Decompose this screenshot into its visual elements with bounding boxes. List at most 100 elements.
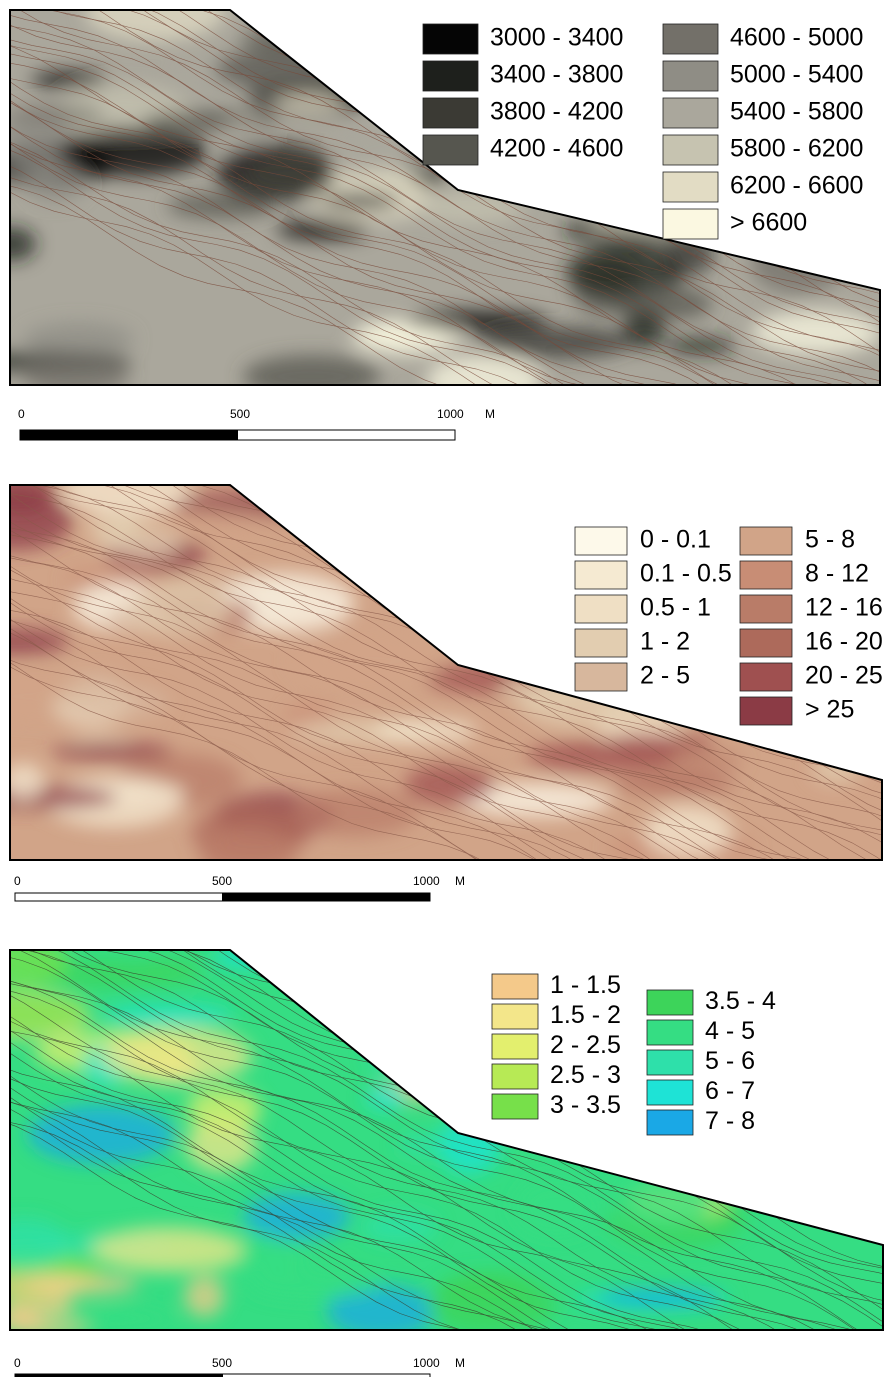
map-blob [410,1024,473,1081]
map-blob [770,1012,844,1035]
legend-swatch [492,1034,538,1059]
map-blob [290,637,443,685]
map-blob [22,352,129,397]
legend-swatch [740,527,792,555]
map-blob [751,235,846,294]
map-blob [743,1088,888,1104]
legend-label: 3800 - 4200 [490,98,623,126]
legend-swatch [575,663,627,691]
map-blob [139,960,203,983]
scale-label: 500 [212,1356,232,1370]
map-blob [275,94,344,112]
legend-swatch [492,974,538,999]
scale-bar [15,893,223,901]
map-blob [33,1310,176,1326]
legend-swatch [647,990,693,1015]
map-blob [427,1275,555,1334]
legend-swatch [492,1004,538,1029]
contour-line [744,839,888,1266]
legend-swatch [423,135,478,165]
legend-swatch [575,595,627,623]
legend-swatch [423,98,478,128]
legend-label: 0.5 - 1 [640,594,711,622]
legend-swatch [663,98,718,128]
legend-label: 5400 - 5800 [730,98,863,126]
map-blob [277,220,370,240]
map-blob [404,764,494,805]
map-blob [430,571,567,620]
map-blob [803,1161,888,1209]
legend-label: 1 - 2 [640,628,690,656]
map-blob [515,1177,598,1235]
legend-swatch [663,135,718,165]
map-blob [527,526,570,551]
contour-line [772,824,888,1249]
map-blob [411,1039,459,1084]
scale-bar [223,893,431,901]
contour-line [786,842,888,1256]
legend-label: 3400 - 3800 [490,61,623,89]
figure: 3000 - 34003400 - 38003800 - 42004200 - … [0,0,888,1377]
legend-label: 2 - 5 [640,662,690,690]
legend-label: 8 - 12 [805,560,869,588]
legend-swatch [575,561,627,589]
legend-label: 5000 - 5400 [730,61,863,89]
contour-line [758,832,888,1261]
legend-label: 4 - 5 [705,1017,755,1045]
scale-label: 500 [230,407,250,421]
map-blob [52,685,169,720]
legend-swatch [740,595,792,623]
scale-label: 0 [14,1356,21,1370]
scale-label: 500 [212,874,232,888]
legend-label: 2 - 2.5 [550,1031,621,1059]
legend-label: 20 - 25 [805,662,883,690]
map-blob [239,27,390,54]
scale-bar [238,430,456,440]
map-blob [23,323,134,357]
legend-label: > 6600 [730,209,807,237]
legend-label: 0 - 0.1 [640,526,711,554]
map-blob [355,324,448,344]
legend-swatch [575,527,627,555]
legend-swatch [647,1080,693,1105]
legend-swatch [492,1064,538,1089]
legend-swatch [647,1020,693,1045]
map-blob [830,1047,883,1070]
legend-swatch [663,172,718,202]
map-blob [789,1116,841,1153]
legend-label: 7 - 8 [705,1107,755,1135]
scale-bar [20,430,238,440]
legend-swatch [423,24,478,54]
legend-label: 4200 - 4600 [490,135,623,163]
page: {"maps": [ {"legend": [ [{"label": "3000… [0,0,888,1377]
scale-label: 1000 [413,1356,440,1370]
map-blob [559,186,610,202]
legend-label: > 25 [805,696,854,724]
map-blob [52,742,173,761]
map-blob [184,1276,224,1318]
legend-swatch [663,61,718,91]
map-blob [243,355,381,398]
legend-label: 5 - 6 [705,1047,755,1075]
map-blob [369,1023,411,1076]
map-blob [644,806,732,858]
legend-swatch [647,1050,693,1075]
map-blob [659,965,755,988]
legend-label: 0.1 - 0.5 [640,560,732,588]
map-blob [352,1,466,21]
scale-label: 1000 [437,407,464,421]
legend-label: 16 - 20 [805,628,883,656]
map-panel: 1 - 1.51.5 - 22 - 2.52.5 - 33 - 3.53.5 -… [0,824,888,1377]
map-blob [443,592,586,633]
legend-label: 1 - 1.5 [550,971,621,999]
legend-swatch [663,209,718,239]
map-blob [786,507,888,526]
scale-label: 1000 [413,874,440,888]
map-blob [426,355,542,407]
map-blob [26,165,85,202]
legend-label: 1.5 - 2 [550,1001,621,1029]
scale-unit: M [455,874,465,888]
map-blob [807,223,887,254]
legend-label: 6 - 7 [705,1077,755,1105]
